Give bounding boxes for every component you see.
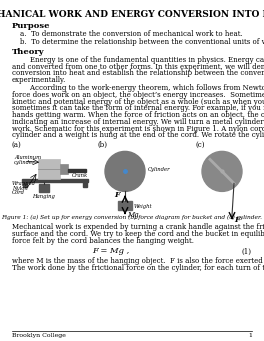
Text: indicating an increase of internal energy. We will turn a metal cylinder against: indicating an increase of internal energ…	[12, 118, 264, 126]
Text: Crank: Crank	[72, 174, 88, 178]
Text: Cord: Cord	[12, 190, 25, 195]
Text: hands getting warm. When the force of friction acts on an object, the object’s t: hands getting warm. When the force of fr…	[12, 111, 264, 119]
Text: Wrapped: Wrapped	[12, 181, 36, 187]
Text: sometimes it can take the form of internal energy. For example, if you rub your : sometimes it can take the form of intern…	[12, 104, 264, 113]
Text: According to the work-energy theorem, which follows from Newton’s laws of motion: According to the work-energy theorem, wh…	[12, 84, 264, 92]
Bar	[83, 182, 87, 188]
Text: F: F	[234, 217, 239, 224]
Text: b.  To determine the relationship between the conventional units of work and hea: b. To determine the relationship between…	[20, 38, 264, 45]
Bar	[38, 159, 60, 179]
Text: Weight: Weight	[134, 204, 153, 209]
Bar	[118, 202, 132, 210]
Text: Brooklyn College: Brooklyn College	[12, 333, 66, 338]
Text: a.  To demonstrate the conversion of mechanical work to heat.: a. To demonstrate the conversion of mech…	[20, 30, 243, 38]
Text: Figure 1: (a) Set up for energy conversion (b) force diagram for bucket and (c) : Figure 1: (a) Set up for energy conversi…	[2, 215, 262, 220]
Bar	[60, 164, 68, 174]
Text: Hanging: Hanging	[32, 194, 55, 199]
Text: Mg: Mg	[127, 211, 139, 219]
Bar	[23, 182, 27, 188]
Text: Aluminum: Aluminum	[14, 155, 41, 160]
Text: 1: 1	[248, 333, 252, 338]
Text: conversion into heat and establish the relationship between the conventional uni: conversion into heat and establish the r…	[12, 70, 264, 77]
Text: force does work on an object, the object’s energy increases.  Sometimes this ene: force does work on an object, the object…	[12, 91, 264, 99]
Bar	[22, 179, 88, 182]
Text: cylinder: cylinder	[14, 160, 36, 165]
Circle shape	[202, 151, 242, 191]
Text: Nylon: Nylon	[12, 186, 28, 191]
Text: Mechanical work is expended by turning a crank handle against the frictional for: Mechanical work is expended by turning a…	[12, 223, 264, 232]
Text: kinetic and potential energy of the object as a whole (such as when you throw a : kinetic and potential energy of the obje…	[12, 98, 264, 106]
Text: (b): (b)	[98, 141, 108, 149]
Text: F: F	[115, 191, 120, 199]
Text: Purpose: Purpose	[12, 21, 50, 30]
Text: (c): (c)	[195, 141, 205, 149]
Text: The work done by the frictional force on the cylinder, for each turn of the cran: The work done by the frictional force on…	[12, 264, 264, 272]
Circle shape	[105, 151, 145, 191]
Bar	[68, 169, 86, 172]
Text: experimentally.: experimentally.	[12, 76, 66, 84]
Text: Cylinder: Cylinder	[148, 167, 171, 173]
Text: (1): (1)	[242, 248, 252, 255]
Text: F = Mg ,: F = Mg ,	[92, 248, 130, 255]
Text: surface and the cord. We try to keep the cord and the bucket in equilibrium. Thu: surface and the cord. We try to keep the…	[12, 231, 264, 238]
Text: work. Schematic for this experiment is shown in Figure 1. A nylon cord is wrappe: work. Schematic for this experiment is s…	[12, 124, 264, 133]
Text: MECHANICAL WORK AND ENERGY CONVERSION INTO HEAT: MECHANICAL WORK AND ENERGY CONVERSION IN…	[0, 10, 264, 19]
Text: Theory: Theory	[12, 48, 45, 56]
Text: force felt by the cord balances the hanging weight.: force felt by the cord balances the hang…	[12, 237, 194, 246]
Text: (a): (a)	[12, 141, 22, 149]
Text: and converted from one to other forms. In this experiment, we will demonstrate m: and converted from one to other forms. I…	[12, 63, 264, 71]
Text: Energy is one of the fundamental quantities in physics. Energy can be found in d: Energy is one of the fundamental quantit…	[12, 56, 264, 64]
Text: where M is the mass of the hanging object.  F is also the force exerted by the c: where M is the mass of the hanging objec…	[12, 257, 264, 265]
Bar	[39, 184, 49, 192]
Text: cylinder and a weight is hung at the end of the cord. We rotate the cylinder ins: cylinder and a weight is hung at the end…	[12, 131, 264, 139]
